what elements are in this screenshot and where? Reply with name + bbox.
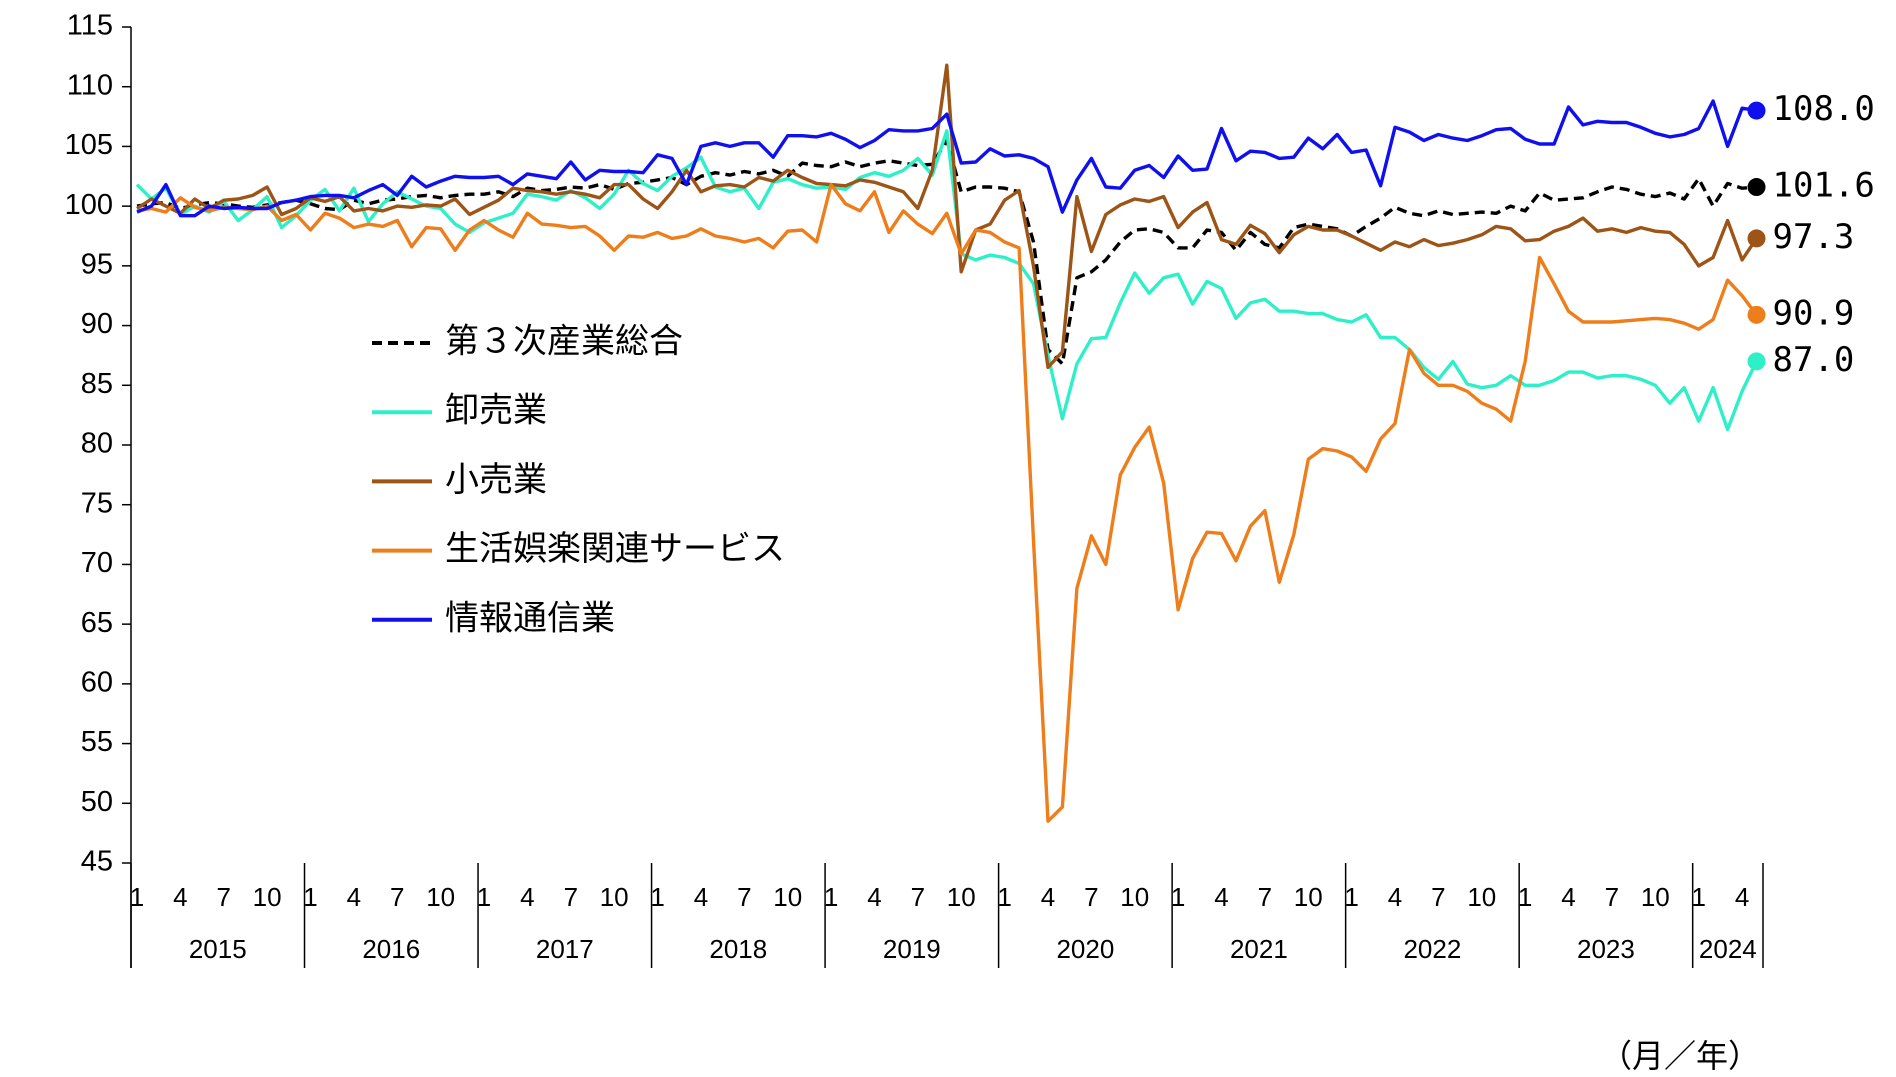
y-tick-label: 45 — [81, 846, 113, 878]
year-label: 2018 — [709, 934, 767, 964]
x-tick-label: 1 — [997, 882, 1011, 912]
x-tick-label: 10 — [426, 882, 455, 912]
y-tick-label: 65 — [81, 607, 113, 639]
end-point — [1747, 305, 1766, 324]
x-tick-label: 10 — [600, 882, 629, 912]
x-tick-label: 4 — [1735, 882, 1749, 912]
x-tick-label: 7 — [217, 882, 231, 912]
series-line — [135, 129, 1759, 432]
end-label: 101.6 — [1773, 166, 1875, 206]
x-tick-label: 4 — [694, 882, 708, 912]
y-tick-label: 105 — [65, 129, 113, 161]
x-tick-label: 10 — [1120, 882, 1149, 912]
end-label: 87.0 — [1773, 340, 1855, 380]
x-tick-label: 1 — [1171, 882, 1185, 912]
y-tick-label: 95 — [81, 249, 113, 281]
y-tick-label: 85 — [81, 368, 113, 400]
legend-label: 小売業 — [445, 460, 547, 500]
year-label: 2019 — [883, 934, 941, 964]
end-label: 97.3 — [1773, 217, 1855, 257]
x-tick-label: 4 — [1214, 882, 1228, 912]
y-tick-label: 75 — [81, 487, 113, 519]
year-label: 2022 — [1403, 934, 1461, 964]
y-tick-label: 70 — [81, 547, 113, 579]
x-tick-label: 7 — [737, 882, 751, 912]
x-tick-label: 7 — [911, 882, 925, 912]
x-tick-label: 7 — [1605, 882, 1619, 912]
x-tick-label: 7 — [1084, 882, 1098, 912]
x-tick-label: 7 — [564, 882, 578, 912]
x-unit-note: （月／年） — [1600, 1037, 1760, 1075]
end-point — [1747, 101, 1766, 120]
y-tick-label: 90 — [81, 308, 113, 340]
end-point — [1747, 178, 1766, 197]
y-tick-label: 110 — [67, 69, 113, 101]
x-tick-label: 4 — [520, 882, 534, 912]
x-tick-label: 1 — [1691, 882, 1705, 912]
year-label: 2023 — [1577, 934, 1635, 964]
x-tick-label: 4 — [867, 882, 881, 912]
year-label: 2020 — [1056, 934, 1114, 964]
x-tick-label: 10 — [253, 882, 282, 912]
series-line — [136, 138, 1757, 366]
series-line — [136, 182, 1758, 823]
y-tick-label: 50 — [81, 786, 113, 818]
y-tick-label: 100 — [65, 189, 113, 221]
x-tick-label: 4 — [347, 882, 361, 912]
x-tick-label: 10 — [1467, 882, 1496, 912]
x-tick-label: 7 — [390, 882, 404, 912]
year-label: 2016 — [362, 934, 420, 964]
end-point — [1747, 352, 1766, 371]
year-label: 2015 — [189, 934, 247, 964]
legend-label: 第３次産業総合 — [445, 322, 683, 362]
x-tick-label: 7 — [1258, 882, 1272, 912]
series-line — [136, 63, 1758, 370]
end-label: 90.9 — [1773, 293, 1855, 333]
series-line — [136, 99, 1757, 218]
legend-label: 生活娯楽関連サービス — [445, 529, 785, 569]
x-tick-label: 4 — [1561, 882, 1575, 912]
legend-label: 情報通信業 — [445, 598, 615, 638]
end-label: 108.0 — [1773, 89, 1875, 129]
y-tick-label: 55 — [81, 726, 113, 758]
legend-label: 卸売業 — [445, 391, 547, 431]
x-tick-label: 10 — [1641, 882, 1670, 912]
x-tick-label: 4 — [1041, 882, 1055, 912]
year-label: 2024 — [1699, 934, 1757, 964]
x-tick-label: 10 — [947, 882, 976, 912]
y-tick-label: 60 — [81, 667, 113, 699]
end-point — [1747, 229, 1766, 248]
x-tick-label: 7 — [1431, 882, 1445, 912]
x-tick-label: 1 — [303, 882, 317, 912]
x-tick-label: 1 — [130, 882, 144, 912]
y-tick-label: 80 — [81, 428, 113, 460]
year-label: 2017 — [536, 934, 594, 964]
x-tick-label: 10 — [773, 882, 802, 912]
x-tick-label: 10 — [1294, 882, 1323, 912]
x-tick-label: 1 — [1344, 882, 1358, 912]
x-tick-label: 1 — [1518, 882, 1532, 912]
x-tick-label: 1 — [650, 882, 664, 912]
x-tick-label: 4 — [173, 882, 187, 912]
x-tick-label: 4 — [1388, 882, 1402, 912]
x-tick-label: 1 — [824, 882, 838, 912]
year-label: 2021 — [1230, 934, 1288, 964]
y-tick-label: 115 — [67, 10, 113, 42]
x-tick-label: 1 — [477, 882, 491, 912]
